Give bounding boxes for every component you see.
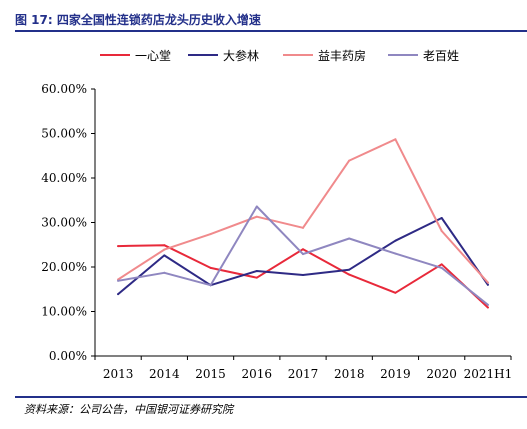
figure-title: 图 17: 四家全国性连锁药店龙头历史收入增速 <box>15 13 261 27</box>
data-point <box>163 248 166 251</box>
data-point <box>255 215 258 218</box>
y-tick-label: 60.00% <box>41 82 87 96</box>
legend-item-4: 老百姓 <box>388 45 459 65</box>
data-point <box>394 239 397 242</box>
data-point <box>302 274 304 277</box>
data-point <box>348 237 351 240</box>
x-tick-label: 2019 <box>380 367 411 381</box>
data-point <box>302 248 304 251</box>
data-point <box>209 284 212 287</box>
chart-legend: 一心堂 大参林 益丰药房 老百姓 <box>0 45 527 65</box>
data-point <box>486 283 489 286</box>
data-point <box>209 233 212 236</box>
data-point <box>117 245 120 248</box>
series-line-2 <box>117 217 489 296</box>
data-point <box>117 293 120 296</box>
y-tick-label: 10.00% <box>41 305 87 319</box>
title-bar: 图 17: 四家全国性连锁药店龙头历史收入增速 <box>15 6 527 32</box>
legend-swatch <box>283 54 313 56</box>
data-point <box>255 205 258 208</box>
x-tick-label: 2014 <box>149 367 180 381</box>
y-tick-label: 40.00% <box>41 171 87 185</box>
data-point <box>348 273 351 276</box>
data-point <box>394 291 397 294</box>
data-point <box>255 270 258 273</box>
data-point <box>394 252 397 255</box>
data-point <box>486 281 489 284</box>
y-tick-label: 50.00% <box>41 127 87 141</box>
data-point <box>440 217 443 220</box>
source-note: 资料来源：公司公告，中国银河证券研究院 <box>24 403 233 416</box>
data-point <box>302 253 304 256</box>
data-point <box>486 306 489 309</box>
source-divider <box>15 396 527 398</box>
x-tick-label: 2020 <box>426 367 457 381</box>
data-point <box>440 229 443 232</box>
y-tick-label: 20.00% <box>41 260 87 274</box>
data-point <box>302 226 304 229</box>
data-point <box>255 276 258 279</box>
data-point <box>440 266 443 269</box>
legend-item-2: 大参林 <box>188 45 259 65</box>
data-point <box>209 266 212 269</box>
data-point <box>163 254 166 257</box>
legend-swatch <box>188 54 218 56</box>
data-point <box>163 271 166 274</box>
legend-label: 益丰药房 <box>318 48 367 63</box>
data-point <box>348 159 351 162</box>
legend-item-3: 益丰药房 <box>283 45 366 65</box>
x-tick-label: 2018 <box>334 367 365 381</box>
data-point <box>348 268 351 271</box>
data-point <box>117 279 120 282</box>
legend-label: 一心堂 <box>135 48 172 63</box>
legend-label: 老百姓 <box>423 48 460 63</box>
data-point <box>394 138 397 141</box>
x-tick-label: 2017 <box>288 367 319 381</box>
x-tick-label: 2021H1 <box>464 367 513 381</box>
x-tick-label: 2016 <box>242 367 273 381</box>
data-point <box>440 263 443 266</box>
y-tick-label: 30.00% <box>41 216 87 230</box>
y-tick-label: 0.00% <box>49 349 87 363</box>
series-line-4 <box>117 205 489 306</box>
legend-item-1: 一心堂 <box>100 45 171 65</box>
legend-label: 大参林 <box>223 48 260 63</box>
x-tick-label: 2015 <box>195 367 226 381</box>
data-point <box>486 303 489 306</box>
legend-swatch <box>100 54 130 56</box>
legend-swatch <box>388 54 418 56</box>
data-point <box>163 244 166 247</box>
x-tick-label: 2013 <box>103 367 134 381</box>
